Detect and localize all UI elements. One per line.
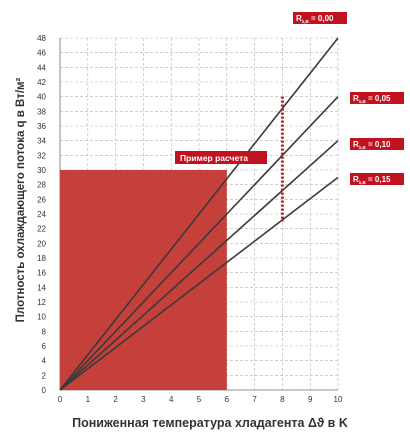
- y-tick-label: 0: [42, 386, 47, 395]
- x-tick-label: 0: [58, 395, 63, 404]
- series-label-text: Rλ,B = 0,05: [353, 94, 391, 104]
- y-tick-label: 30: [37, 166, 46, 175]
- annotation-label: Пример расчета: [180, 153, 248, 163]
- x-tick-label: 7: [252, 395, 257, 404]
- y-tick-label: 12: [37, 298, 46, 307]
- series-label-bg: [293, 12, 347, 24]
- series-label-text: Rλ,B = 0,00: [296, 14, 334, 24]
- series-label-bg: [350, 138, 404, 150]
- series-label-text: Rλ,B = 0,10: [353, 140, 391, 150]
- series-line-0: [59, 37, 339, 391]
- series-line-2: [59, 140, 339, 391]
- x-tick-label: 3: [141, 395, 146, 404]
- y-tick-label: 14: [37, 283, 46, 292]
- y-tick-label: 20: [37, 239, 46, 248]
- x-tick-label: 9: [308, 395, 313, 404]
- x-tick-label: 6: [225, 395, 230, 404]
- y-tick-label: 16: [37, 269, 46, 278]
- x-tick-label: 4: [169, 395, 174, 404]
- series-label-2: Rλ,B = 0,10: [350, 138, 404, 150]
- y-tick-labels: 0246810121416182022242628303234363840424…: [37, 34, 46, 395]
- series-label-0: Rλ,B = 0,00: [293, 12, 347, 24]
- y-tick-label: 36: [37, 122, 46, 131]
- y-tick-label: 2: [42, 371, 47, 380]
- y-tick-label: 34: [37, 137, 46, 146]
- y-tick-label: 6: [42, 342, 47, 351]
- y-tick-label: 40: [37, 93, 46, 102]
- y-tick-label: 24: [37, 210, 46, 219]
- y-tick-label: 10: [37, 313, 46, 322]
- y-tick-label: 48: [37, 34, 46, 43]
- y-tick-label: 26: [37, 195, 46, 204]
- y-tick-label: 44: [37, 63, 46, 72]
- y-tick-label: 4: [42, 357, 47, 366]
- x-axis-title: Пониженная температура хладагента Δϑ в K: [72, 416, 348, 430]
- example-region-layer: [60, 170, 227, 390]
- x-tick-labels: 0 1 2 3 4 5 6 7 8 9 10: [58, 395, 343, 404]
- series-label-1: Rλ,B = 0,05: [350, 92, 404, 104]
- series-label-bg: [350, 92, 404, 104]
- y-tick-label: 28: [37, 181, 46, 190]
- x-tick-label: 5: [197, 395, 202, 404]
- y-tick-label: 38: [37, 107, 46, 116]
- y-tick-label: 22: [37, 225, 46, 234]
- x-tick-label: 1: [86, 395, 91, 404]
- series-labels: Rλ,B = 0,00 Rλ,B = 0,05 Rλ,B = 0,10 Rλ,B = …: [293, 12, 404, 185]
- series-label-bg: [350, 173, 404, 185]
- series-lines: [59, 37, 339, 391]
- x-tick-label: 8: [280, 395, 285, 404]
- series-line-3: [59, 176, 339, 391]
- series-line-1: [59, 96, 339, 391]
- example-region: [60, 170, 227, 390]
- y-tick-label: 42: [37, 78, 46, 87]
- series-label-3: Rλ,B = 0,15: [350, 173, 404, 185]
- y-axis-title: Плотность охлаждающего потока q в Вт/м²: [15, 77, 27, 322]
- annotation-background: [175, 151, 267, 164]
- y-tick-label: 32: [37, 151, 46, 160]
- x-tick-label: 2: [113, 395, 118, 404]
- y-tick-label: 18: [37, 254, 46, 263]
- x-tick-label: 10: [334, 395, 343, 404]
- y-tick-label: 46: [37, 49, 46, 58]
- y-tick-label: 8: [42, 327, 47, 336]
- series-label-text: Rλ,B = 0,15: [353, 175, 391, 185]
